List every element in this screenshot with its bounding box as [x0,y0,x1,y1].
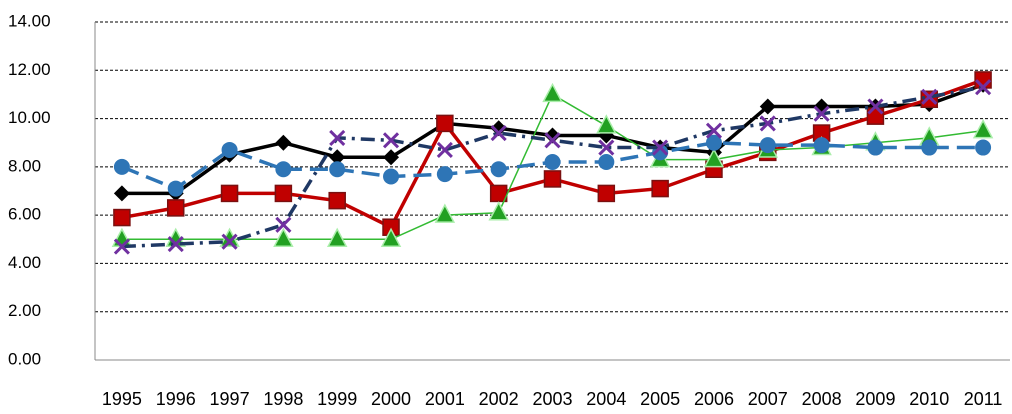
x-tick-label: 2003 [532,389,572,409]
marker [598,139,615,156]
marker [596,114,617,134]
marker [488,201,509,221]
x-tick-label: 1996 [156,389,196,409]
marker [329,161,346,178]
marker [597,184,616,203]
marker [759,98,776,115]
marker [921,139,938,156]
x-tick-label: 2000 [371,389,411,409]
marker [113,158,130,175]
marker [166,199,185,217]
x-tick-label: 1995 [102,389,142,409]
marker [328,191,346,210]
x-tick-label: 1997 [210,389,250,409]
marker [434,203,456,223]
y-tick-label: 2.00 [8,301,41,320]
x-tick-label: 2007 [748,389,788,409]
y-tick-label: 10.00 [8,108,51,127]
marker [759,137,776,154]
marker [273,227,294,248]
marker [113,185,130,202]
marker [221,141,238,158]
marker [326,227,348,248]
marker [544,132,561,149]
marker [543,170,562,188]
marker [436,114,454,133]
marker [329,149,346,166]
marker [220,184,239,203]
marker [275,161,292,178]
marker [544,154,561,171]
marker [167,180,184,197]
y-tick-label: 12.00 [8,60,51,79]
y-tick-label: 14.00 [8,11,51,30]
y-tick-label: 8.00 [8,156,41,175]
marker [329,129,346,146]
x-tick-label: 1999 [317,389,357,409]
marker [544,127,561,144]
marker [705,122,723,139]
y-tick-label: 0.00 [8,349,41,368]
x-tick-label: 2010 [909,389,949,409]
marker [490,124,507,142]
marker [436,141,453,159]
marker [652,139,669,156]
marker [813,137,830,154]
marker [703,148,725,168]
marker [598,154,615,171]
marker [383,149,400,166]
marker [383,168,400,185]
marker [867,139,884,156]
marker [867,98,884,115]
x-tick-label: 2011 [964,389,1003,409]
marker [759,115,776,132]
x-tick-label: 2005 [640,389,680,409]
x-tick-label: 2006 [694,389,734,409]
x-tick-label: 2004 [586,389,626,409]
x-tick-label: 2002 [479,389,519,409]
marker [975,139,992,156]
marker [436,166,453,183]
marker [972,119,994,139]
marker [813,105,830,122]
x-tick-label: 2001 [425,389,465,409]
marker [490,161,507,178]
marker [167,236,184,253]
x-tick-label: 2009 [855,389,895,409]
marker [275,134,292,151]
marker [382,132,400,149]
marker [274,184,293,203]
marker [111,227,133,248]
marker [221,233,238,250]
marker [275,216,292,233]
marker [975,79,992,96]
marker [705,134,722,151]
marker [542,82,563,103]
marker [651,179,669,198]
marker [921,88,938,105]
x-tick-label: 2008 [802,389,842,409]
y-tick-label: 6.00 [8,205,41,224]
marker [113,208,131,227]
y-tick-label: 4.00 [8,253,41,272]
marker [113,238,130,255]
x-tick-label: 1998 [263,389,303,409]
marker [380,227,402,248]
